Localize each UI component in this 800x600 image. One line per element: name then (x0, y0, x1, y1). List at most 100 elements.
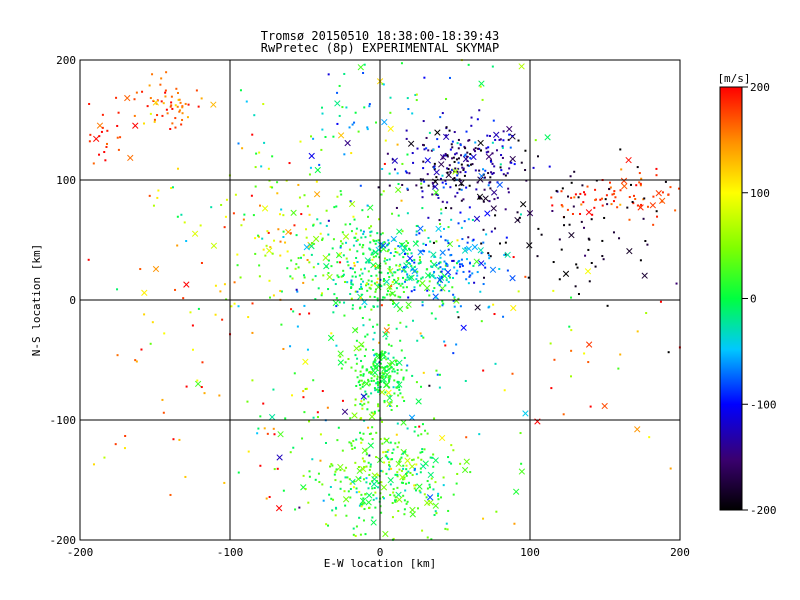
data-point (448, 164, 451, 167)
data-point (360, 287, 363, 290)
data-point (330, 332, 333, 335)
data-point (372, 338, 375, 341)
data-point (376, 380, 379, 383)
data-point (221, 318, 224, 321)
data-point (513, 163, 516, 166)
data-point (464, 153, 467, 156)
data-point (324, 441, 327, 444)
data-point (367, 270, 370, 273)
data-point (406, 427, 409, 430)
data-point (375, 497, 378, 500)
data-point (439, 177, 442, 180)
data-point (428, 250, 431, 253)
data-point (305, 236, 308, 239)
data-point (286, 267, 289, 270)
data-point-x (439, 249, 446, 256)
data-point (502, 139, 505, 142)
data-point (389, 404, 392, 407)
data-point (255, 152, 258, 155)
data-point (363, 63, 366, 66)
data-point (444, 152, 447, 155)
data-point (336, 91, 339, 94)
data-point (237, 305, 240, 308)
data-point (165, 108, 168, 111)
data-point (337, 254, 340, 257)
data-point (477, 147, 480, 150)
data-point (308, 261, 311, 264)
data-point (403, 356, 406, 359)
data-point-x (659, 197, 666, 204)
data-point (401, 478, 404, 481)
data-point-x (387, 477, 394, 484)
data-point (251, 379, 254, 382)
data-point (149, 342, 152, 345)
data-point (376, 323, 379, 326)
data-point (441, 112, 444, 115)
data-point-x (396, 359, 403, 366)
data-point-x (471, 243, 479, 251)
data-point-x (432, 502, 439, 509)
data-point (667, 193, 670, 196)
data-point-x (275, 505, 283, 512)
data-point (606, 203, 609, 206)
data-point (404, 270, 407, 273)
data-point (372, 256, 375, 259)
data-point (310, 253, 313, 256)
data-point (186, 116, 189, 119)
data-point (421, 448, 424, 451)
data-point (481, 98, 484, 101)
data-point (396, 269, 399, 272)
data-point (402, 464, 405, 467)
data-point (498, 138, 501, 141)
data-point (426, 268, 429, 271)
data-point (349, 223, 352, 226)
data-point (321, 106, 324, 109)
data-point (385, 439, 388, 442)
data-point-x (510, 304, 517, 312)
data-point (489, 181, 492, 184)
data-point (333, 206, 336, 209)
data-point (424, 243, 427, 246)
data-point (330, 463, 333, 466)
data-point (524, 149, 527, 152)
data-point (375, 121, 378, 124)
data-point (352, 486, 355, 489)
data-point (392, 488, 395, 491)
data-point (457, 316, 460, 319)
data-point (441, 181, 444, 184)
data-point (295, 288, 298, 291)
data-point (176, 215, 179, 218)
data-point (343, 72, 346, 75)
data-point (548, 165, 551, 168)
data-point (230, 305, 233, 308)
data-point (388, 380, 391, 383)
data-point (389, 362, 392, 365)
data-point-x (512, 488, 520, 495)
data-point (417, 280, 420, 283)
data-point (308, 470, 311, 473)
data-point (489, 160, 492, 163)
data-point (257, 234, 260, 237)
data-point (330, 497, 333, 500)
data-point (509, 146, 512, 149)
data-point (362, 324, 365, 327)
data-point-x (358, 341, 365, 348)
data-point (413, 487, 416, 490)
data-point (421, 190, 424, 193)
data-point (436, 373, 439, 376)
data-point (501, 156, 504, 159)
data-point (359, 387, 362, 390)
data-point (422, 167, 425, 170)
data-point (349, 482, 352, 485)
data-point (335, 305, 338, 308)
data-point-x (334, 100, 341, 107)
data-point (380, 481, 383, 484)
data-point (451, 157, 454, 160)
data-point-x (482, 195, 489, 202)
data-point (254, 185, 257, 188)
data-point (499, 163, 502, 166)
data-point (379, 379, 382, 382)
data-point (450, 462, 453, 465)
data-point (305, 228, 308, 231)
data-point (362, 71, 365, 74)
